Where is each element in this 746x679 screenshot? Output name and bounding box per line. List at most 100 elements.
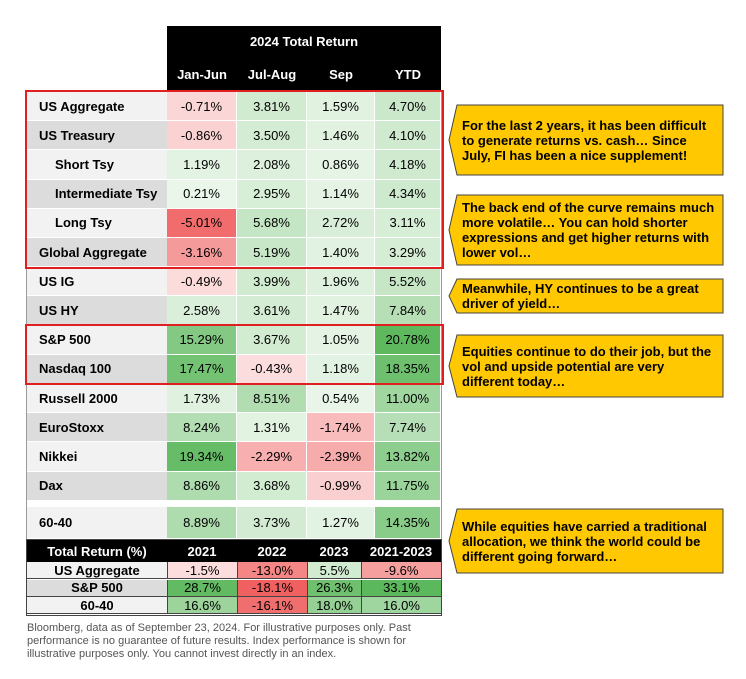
return-cell: -0.86%	[167, 121, 237, 151]
row-label: 60-40	[27, 506, 167, 539]
table2-cell: 5.5%	[307, 562, 361, 579]
row-label: Russell 2000	[27, 384, 167, 414]
footnote: Bloomberg, data as of September 23, 2024…	[27, 622, 411, 660]
return-cell: 0.54%	[307, 384, 375, 414]
table2-cell: -13.0%	[237, 562, 307, 579]
return-cell: 2.58%	[167, 296, 237, 326]
table2-row-label: US Aggregate	[27, 562, 167, 579]
callout-text: The back end of the curve remains much m…	[462, 200, 715, 260]
return-cell: 5.68%	[237, 208, 307, 238]
row-label: US HY	[27, 296, 167, 326]
row-label: EuroStoxx	[27, 413, 167, 443]
callout-box: While equities have carried a traditiona…	[448, 508, 724, 574]
return-cell: 7.74%	[375, 413, 441, 443]
row-label: Short Tsy	[27, 150, 167, 180]
table2-cell: 26.3%	[307, 579, 361, 597]
table2-column-header: 2021	[167, 540, 237, 562]
return-cell: 1.14%	[307, 179, 375, 209]
return-cell: 0.86%	[307, 150, 375, 180]
return-cell: 3.73%	[237, 506, 307, 539]
table2-cell: -1.5%	[167, 562, 237, 579]
return-cell: -2.39%	[307, 442, 375, 472]
return-cell: 11.75%	[375, 471, 441, 501]
return-cell: 1.59%	[307, 92, 375, 122]
row-label: US Aggregate	[27, 92, 167, 122]
return-cell: 7.84%	[375, 296, 441, 326]
return-cell: 1.46%	[307, 121, 375, 151]
return-cell: 8.89%	[167, 506, 237, 539]
table2-cell: 18.0%	[307, 597, 361, 614]
return-cell: 5.19%	[237, 238, 307, 268]
return-cell: 2.95%	[237, 179, 307, 209]
row-label: Long Tsy	[27, 208, 167, 238]
return-cell: 0.21%	[167, 179, 237, 209]
callout-arrow-shape	[448, 508, 724, 574]
return-cell: 3.67%	[237, 325, 307, 355]
row-label: Global Aggregate	[27, 238, 167, 268]
table2-column-header: 2021-2023	[361, 540, 441, 562]
return-cell: 1.40%	[307, 238, 375, 268]
callout-arrow-shape	[448, 334, 724, 398]
return-cell: 13.82%	[375, 442, 441, 472]
return-cell: 18.35%	[375, 354, 441, 384]
callout-text: Equities continue to do their job, but t…	[462, 343, 712, 389]
return-cell: 4.18%	[375, 150, 441, 180]
return-cell: 3.11%	[375, 208, 441, 238]
table2-cell: 28.7%	[167, 579, 237, 597]
return-cell: 2.08%	[237, 150, 307, 180]
return-cell: 1.19%	[167, 150, 237, 180]
table2-cell: 33.1%	[361, 579, 441, 597]
table2-cell: 16.0%	[361, 597, 441, 614]
table2-header: Total Return (%)	[27, 540, 167, 562]
table2-row-label: 60-40	[27, 597, 167, 614]
row-label: US IG	[27, 267, 167, 297]
row-label: Intermediate Tsy	[27, 179, 167, 209]
return-cell: 1.96%	[307, 267, 375, 297]
return-cell: 15.29%	[167, 325, 237, 355]
callout-box: For the last 2 years, it has been diffic…	[448, 104, 724, 176]
callout-text: For the last 2 years, it has been diffic…	[462, 117, 707, 163]
return-cell: -2.29%	[237, 442, 307, 472]
return-cell: 1.31%	[237, 413, 307, 443]
callout-arrow-shape	[448, 194, 724, 266]
return-cell: -1.74%	[307, 413, 375, 443]
return-cell: 8.24%	[167, 413, 237, 443]
row-label: Nikkei	[27, 442, 167, 472]
row-label: Nasdaq 100	[27, 354, 167, 384]
return-cell: 20.78%	[375, 325, 441, 355]
table2-column-header: 2022	[237, 540, 307, 562]
return-cell: 17.47%	[167, 354, 237, 384]
return-cell: 3.50%	[237, 121, 307, 151]
table2-cell: 16.6%	[167, 597, 237, 614]
return-cell: 11.00%	[375, 384, 441, 414]
return-cell: 8.86%	[167, 471, 237, 501]
return-cell: 14.35%	[375, 506, 441, 539]
column-header: YTD	[375, 56, 441, 92]
return-cell: 3.68%	[237, 471, 307, 501]
callout-box: Equities continue to do their job, but t…	[448, 334, 724, 398]
callout-arrow-shape	[448, 278, 724, 314]
return-cell: 3.99%	[237, 267, 307, 297]
return-cell: 1.05%	[307, 325, 375, 355]
return-cell: -0.99%	[307, 471, 375, 501]
row-label: S&P 500	[27, 325, 167, 355]
table2-row-label: S&P 500	[27, 579, 167, 597]
return-cell: -3.16%	[167, 238, 237, 268]
return-cell: 4.10%	[375, 121, 441, 151]
row-label: Dax	[27, 471, 167, 501]
return-cell: -0.43%	[237, 354, 307, 384]
callout-arrow-shape	[448, 104, 724, 176]
return-cell: 1.18%	[307, 354, 375, 384]
return-cell: 1.47%	[307, 296, 375, 326]
return-cell: 19.34%	[167, 442, 237, 472]
callout-text: Meanwhile, HY continues to be a great dr…	[462, 281, 699, 311]
table2-column-header: 2023	[307, 540, 361, 562]
table2-cell: -9.6%	[361, 562, 441, 579]
callout-box: Meanwhile, HY continues to be a great dr…	[448, 278, 724, 314]
return-cell: 3.81%	[237, 92, 307, 122]
return-cell: 3.61%	[237, 296, 307, 326]
return-cell: 8.51%	[237, 384, 307, 414]
callout-box: The back end of the curve remains much m…	[448, 194, 724, 266]
return-cell: 4.70%	[375, 92, 441, 122]
callout-text: While equities have carried a traditiona…	[462, 518, 707, 564]
